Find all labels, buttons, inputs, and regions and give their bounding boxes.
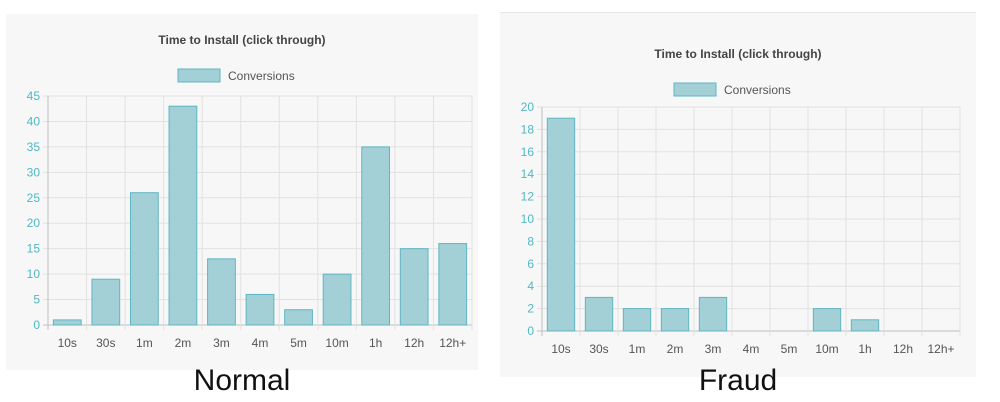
fraud-x-tick-label: 12h+ (927, 342, 954, 356)
normal-bar-4m[interactable] (245, 293, 275, 326)
fraud-x-tick-label: 1m (629, 342, 646, 356)
normal-y-tick-label: 5 (33, 293, 40, 307)
normal-bar-10m[interactable] (322, 273, 352, 326)
normal-bar-12h[interactable] (399, 248, 429, 326)
normal-x-tick-label: 1m (136, 336, 153, 350)
normal-x-tick-label: 10m (325, 336, 348, 350)
fraud-x-tick-label: 4m (743, 342, 760, 356)
fraud-legend-label: Conversions (724, 83, 791, 97)
normal-chart-title: Time to Install (click through) (158, 33, 325, 47)
normal-x-tick-label: 12h (404, 336, 424, 350)
normal-y-tick-label: 10 (27, 267, 41, 281)
fraud-caption: Fraud (698, 364, 778, 397)
normal-legend-label: Conversions (228, 69, 295, 83)
fraud-x-tick-label: 2m (667, 342, 684, 356)
normal-x-tick-label: 1h (369, 336, 382, 350)
fraud-bar-30s[interactable] (584, 296, 614, 332)
fraud-y-tick-label: 0 (527, 324, 534, 338)
fraud-y-tick-label: 2 (527, 302, 534, 316)
normal-bar-5m[interactable] (284, 309, 313, 326)
fraud-x-tick-label: 10m (815, 342, 838, 356)
fraud-bar-10m[interactable] (812, 308, 842, 332)
normal-x-tick-label: 3m (213, 336, 230, 350)
fraud-y-tick-label: 16 (521, 145, 535, 159)
normal-bar-1m[interactable] (129, 192, 159, 326)
normal-legend-swatch (177, 68, 221, 83)
normal-bar-12h+[interactable] (438, 243, 468, 326)
fraud-bar-chart: Time to Install (click through) Conversio… (521, 47, 961, 356)
normal-bar-2m[interactable] (168, 105, 198, 326)
fraud-y-tick-label: 10 (521, 212, 535, 226)
normal-bar-chart: Time to Install (click through) Conversio… (27, 33, 473, 350)
normal-bar-3m[interactable] (207, 258, 236, 326)
fraud-bar-2m[interactable] (660, 308, 690, 332)
fraud-x-tick-label: 3m (705, 342, 722, 356)
normal-y-tick-label: 0 (33, 318, 40, 332)
normal-x-tick-label: 30s (96, 336, 115, 350)
fraud-bar-1h[interactable] (850, 319, 880, 332)
fraud-y-tick-label: 4 (527, 279, 534, 293)
fraud-chart-title: Time to Install (click through) (654, 47, 821, 61)
fraud-x-tick-label: 12h (893, 342, 913, 356)
normal-y-tick-label: 35 (27, 140, 41, 154)
normal-legend[interactable]: Conversions (177, 68, 295, 83)
normal-y-tick-label: 45 (27, 89, 41, 103)
fraud-y-tick-label: 8 (527, 234, 534, 248)
normal-y-tick-label: 30 (27, 165, 41, 179)
fraud-bar-1m[interactable] (622, 308, 652, 332)
normal-bar-10s[interactable] (52, 319, 82, 326)
fraud-chart-panel: Time to Install (click through) Conversio… (500, 12, 976, 377)
fraud-x-tick-label: 5m (781, 342, 798, 356)
fraud-x-tick-label: 10s (551, 342, 570, 356)
normal-x-tick-label: 12h+ (439, 336, 466, 350)
normal-y-tick-label: 20 (27, 216, 41, 230)
normal-x-tick-label: 5m (290, 336, 307, 350)
normal-x-tick-label: 4m (252, 336, 269, 350)
fraud-legend-swatch (673, 82, 717, 97)
fraud-y-tick-label: 14 (521, 167, 535, 181)
normal-caption: Normal (193, 364, 291, 397)
fraud-x-tick-label: 1h (858, 342, 871, 356)
normal-y-tick-label: 25 (27, 191, 41, 205)
normal-y-tick-label: 40 (27, 114, 41, 128)
fraud-y-tick-label: 12 (521, 190, 535, 204)
normal-x-tick-label: 10s (58, 336, 77, 350)
fraud-bar-10s[interactable] (546, 117, 576, 332)
normal-y-tick-label: 15 (27, 242, 41, 256)
fraud-y-tick-label: 20 (521, 100, 535, 114)
fraud-x-tick-label: 30s (589, 342, 608, 356)
normal-bar-30s[interactable] (91, 278, 121, 326)
normal-chart-panel: Time to Install (click through) Conversio… (6, 14, 478, 370)
fraud-y-tick-label: 18 (521, 122, 535, 136)
fraud-y-tick-label: 6 (527, 257, 534, 271)
fraud-legend[interactable]: Conversions (673, 82, 791, 97)
normal-x-tick-label: 2m (175, 336, 192, 350)
normal-bar-1h[interactable] (361, 146, 391, 326)
fraud-bar-3m[interactable] (698, 296, 728, 332)
